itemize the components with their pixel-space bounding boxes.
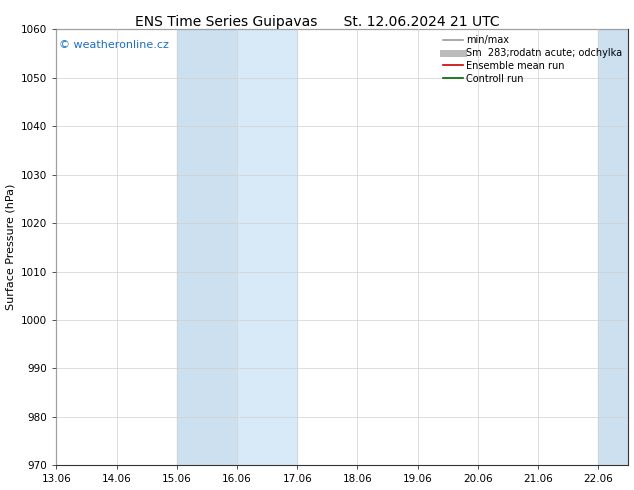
Text: ENS Time Series Guipavas      St. 12.06.2024 21 UTC: ENS Time Series Guipavas St. 12.06.2024 … — [134, 15, 500, 29]
Bar — [237, 29, 297, 465]
Y-axis label: Surface Pressure (hPa): Surface Pressure (hPa) — [6, 184, 16, 311]
Bar — [598, 29, 628, 465]
Legend: min/max, Sm  283;rodatn acute; odchylka, Ensemble mean run, Controll run: min/max, Sm 283;rodatn acute; odchylka, … — [439, 31, 626, 88]
Text: © weatheronline.cz: © weatheronline.cz — [59, 40, 169, 50]
Bar — [177, 29, 237, 465]
